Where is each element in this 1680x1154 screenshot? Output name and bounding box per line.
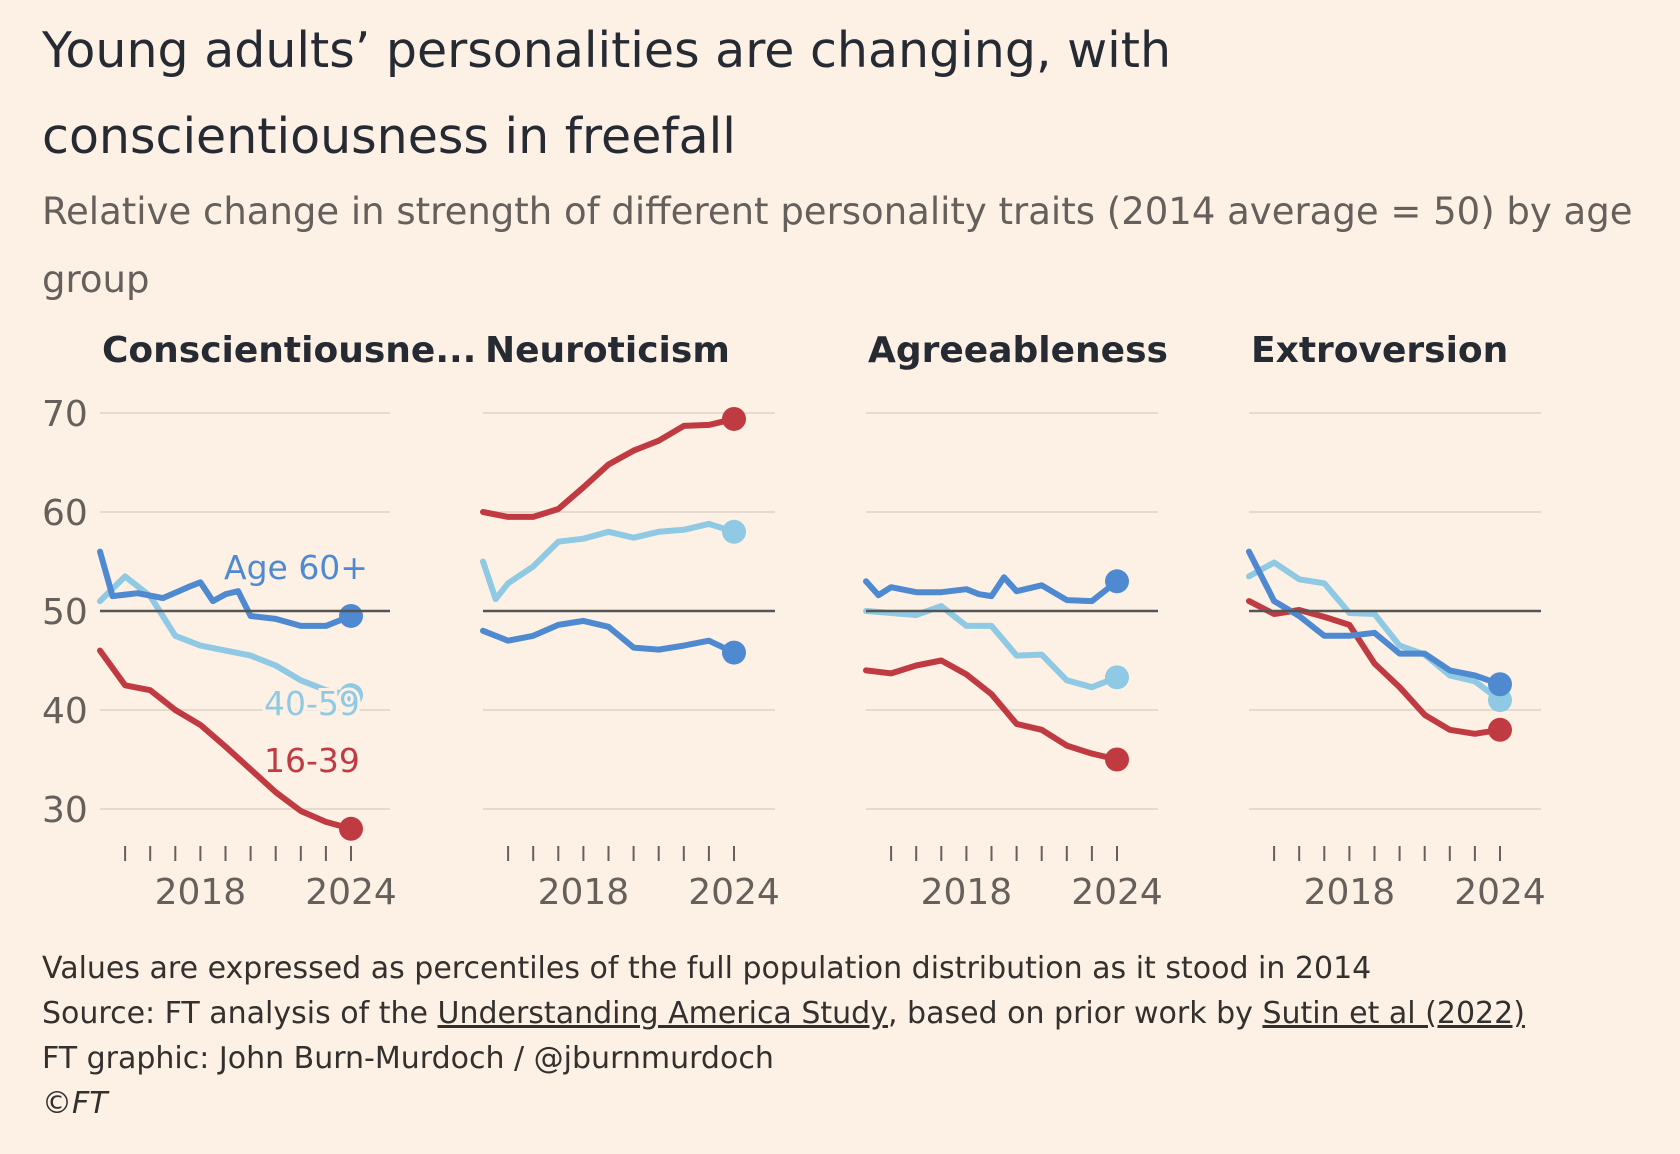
x-tick-label-2018: 2018 xyxy=(1304,872,1396,913)
y-tick-label-60: 60 xyxy=(42,493,88,534)
series-line-age_60_plus-panel-1 xyxy=(480,617,737,656)
footer-note: Values are expressed as percentiles of t… xyxy=(42,951,1372,986)
endpoint-dot-age_16_39-panel-1 xyxy=(722,406,746,431)
series-line-age_16_39-panel-1 xyxy=(480,415,737,520)
series-line-age_16_39-panel-3 xyxy=(1246,598,1503,737)
panel-title-1: Neuroticism xyxy=(485,330,730,371)
series-line-age_16_39-panel-0 xyxy=(97,647,354,832)
x-tick-label-2018: 2018 xyxy=(538,872,630,913)
x-tick-label-2018: 2018 xyxy=(155,872,247,913)
series-label-age_40_59: 40-59 xyxy=(264,684,360,723)
footer-source: Source: FT analysis of the Understanding… xyxy=(42,991,1642,1036)
endpoint-dot-age_16_39-panel-0 xyxy=(339,816,363,841)
endpoint-dot-age_40_59-panel-1 xyxy=(722,519,746,544)
chart-footer: Values are expressed as percentiles of t… xyxy=(42,946,1642,1126)
endpoint-dot-age_16_39-panel-3 xyxy=(1488,717,1512,742)
chart-title: Young adults’ personalities are changing… xyxy=(42,22,1172,165)
understanding-america-study-link[interactable]: Understanding America Study xyxy=(437,996,888,1031)
series-line-age_40_59-panel-2 xyxy=(863,603,1120,691)
panel-title-3: Extroversion xyxy=(1251,330,1508,371)
panel-title-2: Agreeableness xyxy=(868,330,1168,371)
small-multiples-chart: 30 40 50 60 70 Conscientiousne... 2018 2024 Neur… xyxy=(42,330,1546,913)
series-line-age_60_plus-panel-0 xyxy=(97,548,354,629)
endpoint-dot-age_40_59-panel-2 xyxy=(1105,665,1129,690)
x-tick-label-2024: 2024 xyxy=(305,872,397,913)
y-tick-label-40: 40 xyxy=(42,691,88,732)
x-tick-label-2024: 2024 xyxy=(688,872,780,913)
endpoint-dot-age_60_plus-panel-3 xyxy=(1488,672,1512,697)
footer-credit: FT graphic: John Burn-Murdoch / @jburnmu… xyxy=(42,1041,774,1076)
endpoint-dot-age_16_39-panel-2 xyxy=(1105,747,1129,772)
sutin-et-al-link[interactable]: Sutin et al (2022) xyxy=(1262,996,1525,1031)
panel-title-0: Conscientiousne... xyxy=(102,330,476,371)
endpoint-dot-age_60_plus-panel-0 xyxy=(339,603,363,628)
endpoint-dot-age_60_plus-panel-1 xyxy=(722,640,746,665)
series-line-age_40_59-panel-0 xyxy=(97,573,354,699)
series-line-age_60_plus-panel-2 xyxy=(863,574,1120,605)
source-prefix: Source: FT analysis of the xyxy=(42,996,438,1031)
y-tick-label-30: 30 xyxy=(42,790,88,831)
y-tick-label-50: 50 xyxy=(42,592,88,633)
footer-copyright: ©FT xyxy=(42,1086,108,1121)
series-label-age_16_39: 16-39 xyxy=(264,741,360,780)
x-tick-label-2024: 2024 xyxy=(1071,872,1163,913)
source-middle: , based on prior work by xyxy=(887,996,1263,1031)
series-line-age_40_59-panel-1 xyxy=(480,520,737,603)
series-line-age_40_59-panel-3 xyxy=(1246,559,1503,704)
series-label-age_60_plus: Age 60+ xyxy=(224,548,368,587)
x-tick-label-2018: 2018 xyxy=(921,872,1013,913)
endpoint-dot-age_60_plus-panel-2 xyxy=(1105,569,1129,594)
chart-subtitle: Relative change in strength of different… xyxy=(42,190,1633,301)
series-line-age_16_39-panel-2 xyxy=(863,657,1120,763)
y-tick-label-70: 70 xyxy=(42,394,88,435)
endpoint-dot-age_40_59-panel-0 xyxy=(339,683,363,708)
x-tick-label-2024: 2024 xyxy=(1454,872,1546,913)
